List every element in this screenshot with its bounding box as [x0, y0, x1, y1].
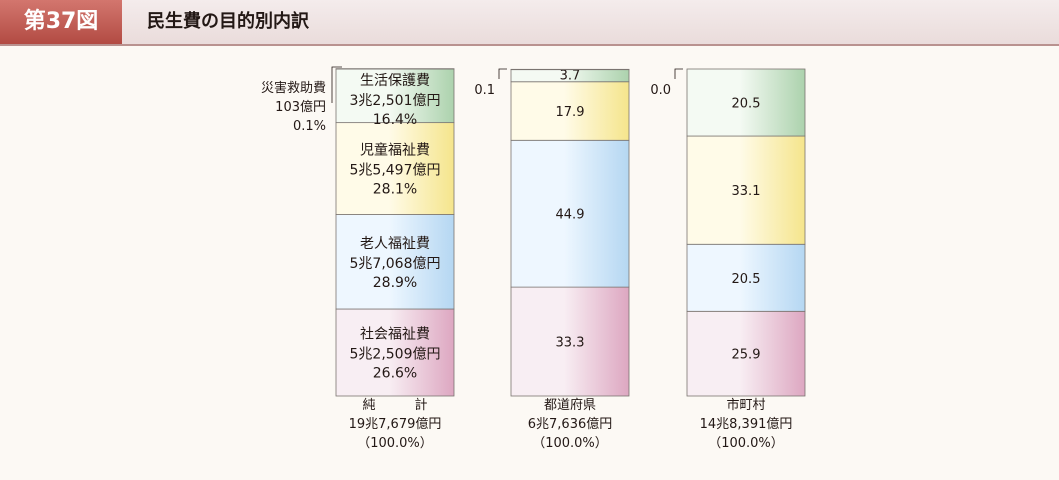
- callout-line: [331, 66, 342, 103]
- bar-total-label: 6兆7,636億円: [528, 416, 613, 432]
- bar-segment: [335, 308, 455, 397]
- segment-percent-label: 28.9%: [373, 275, 417, 291]
- segment-category-label: 老人福祉費: [360, 236, 430, 252]
- bar-name-label: 都道府県: [544, 398, 596, 413]
- segment-category-label: 生活保護費: [360, 73, 430, 89]
- bar-name-label: 純 計: [362, 397, 427, 413]
- bar-total-percent-label: （100.0%）: [532, 436, 608, 451]
- bar-segment: [510, 286, 630, 397]
- figure-title: 民生費の目的別内訳: [147, 11, 309, 32]
- callout-line: [498, 68, 507, 79]
- figure-header: 第37図 民生費の目的別内訳: [0, 0, 1059, 46]
- bar-segment: [686, 310, 806, 397]
- callout-percent-label: 0.1%: [293, 119, 326, 134]
- segment-percent-label: 16.4%: [373, 112, 417, 128]
- segment-value-label: 3.7: [560, 69, 581, 84]
- segment-value-label: 20.5: [732, 272, 761, 287]
- callout-line: [674, 68, 683, 79]
- bar-total-percent-label: （100.0%）: [708, 436, 784, 451]
- segment-amount-label: 5兆7,068億円: [350, 256, 441, 272]
- bar-segment: [686, 68, 806, 137]
- bar-segment: [686, 243, 806, 312]
- segment-category-label: 児童福祉費: [360, 142, 430, 159]
- segment-value-label: 17.9: [556, 105, 585, 120]
- callout-category-label: 災害救助費: [261, 80, 326, 96]
- segment-amount-label: 5兆5,497億円: [350, 163, 441, 179]
- callout-value-label: 0.0: [650, 83, 671, 98]
- segment-value-label: 25.9: [732, 348, 761, 363]
- bar-segment: [510, 81, 630, 141]
- segment-category-label: 社会福祉費: [360, 327, 430, 343]
- bar-segment: [510, 139, 630, 288]
- segment-percent-label: 26.6%: [373, 366, 417, 382]
- callout-amount-label: 103億円: [275, 99, 326, 115]
- figure-number-badge: 第37図: [0, 0, 122, 44]
- segment-amount-label: 3兆2,501億円: [350, 93, 441, 109]
- segment-value-label: 44.9: [556, 208, 585, 223]
- segment-value-label: 33.1: [732, 184, 761, 199]
- bar-total-percent-label: （100.0%）: [357, 436, 433, 451]
- bar-name-label: 市町村: [726, 397, 765, 413]
- segment-value-label: 33.3: [556, 336, 585, 351]
- bar-segment: [686, 135, 806, 245]
- callout-value-label: 0.1: [474, 83, 495, 98]
- bar-total-label: 19兆7,679億円: [349, 416, 442, 432]
- bar-segment: [335, 68, 455, 124]
- bar-total-label: 14兆8,391億円: [700, 416, 793, 432]
- bar-segment: [335, 214, 455, 310]
- stacked-bar-chart: 社会福祉費 5兆2,509億円 26.6% 老人福祉費 5兆7,068億円 28.9% 児童…: [261, 66, 806, 451]
- segment-value-label: 20.5: [732, 97, 761, 112]
- segment-percent-label: 28.1%: [373, 182, 417, 198]
- segment-amount-label: 5兆2,509億円: [350, 347, 441, 363]
